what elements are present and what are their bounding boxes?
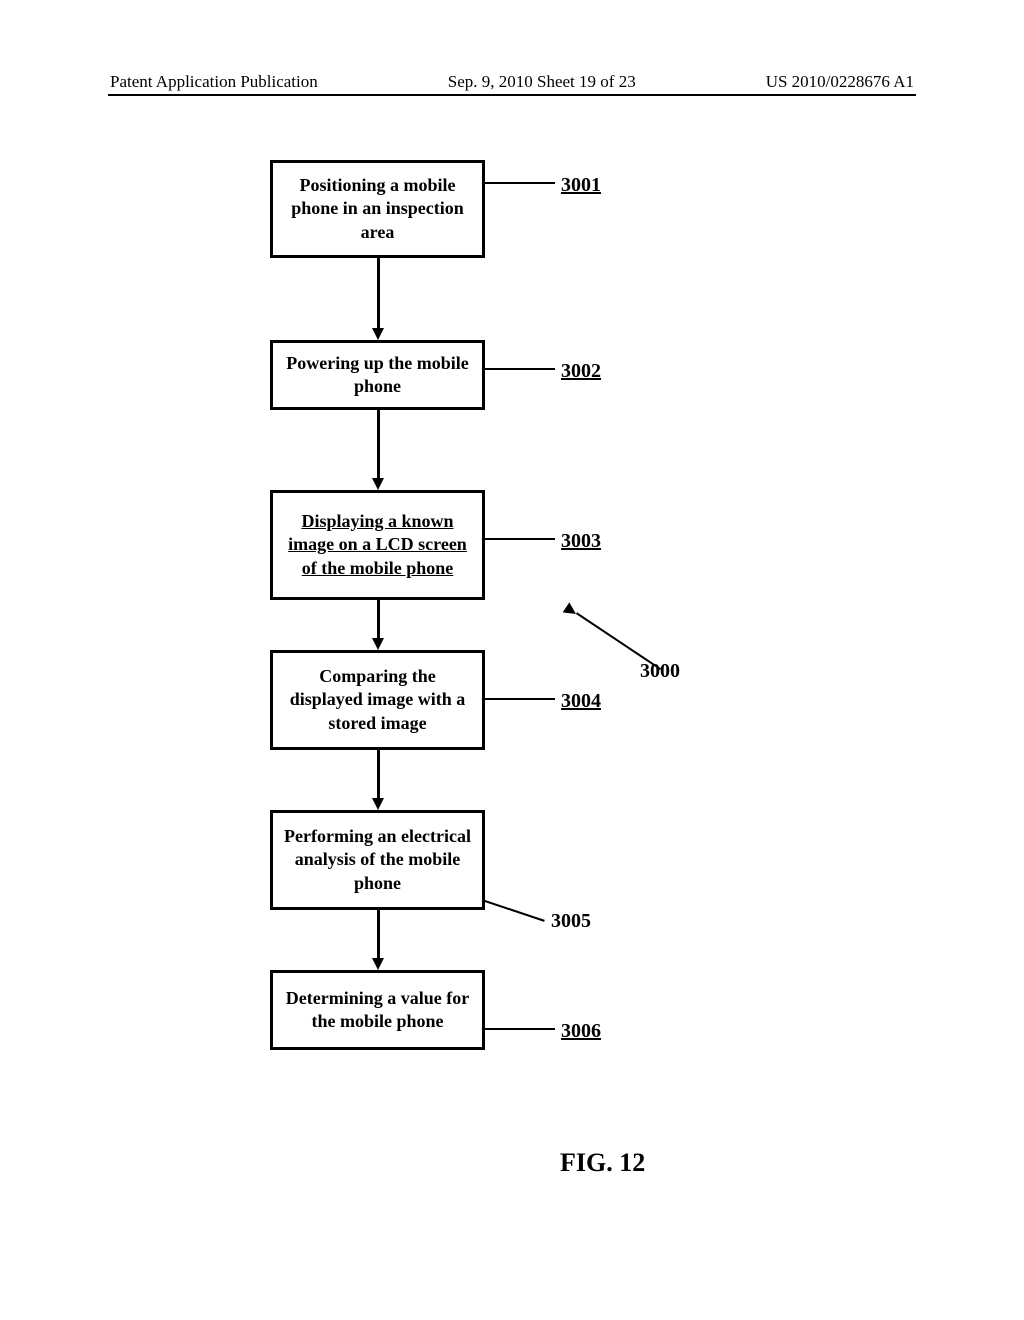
flow-arrow-line [377,600,380,638]
flow-arrow-head [372,328,384,340]
header-right: US 2010/0228676 A1 [766,72,914,92]
flow-arrow-line [377,258,380,328]
ref-label-3005: 3005 [551,910,591,933]
flow-arrow-head [372,478,384,490]
header-left: Patent Application Publication [110,72,318,92]
flow-arrow-line [377,910,380,958]
ref-connector [485,538,555,540]
flow-arrow-head [372,798,384,810]
ref-label-3004: 3004 [561,690,601,713]
ref-connector [485,1028,555,1030]
ref-connector [484,900,545,922]
ref-label-3006: 3006 [561,1020,601,1043]
figure-label: FIG. 12 [560,1148,645,1178]
flow-node-n2: Powering up the mobile phone [270,340,485,410]
ref-label-3001: 3001 [561,174,601,197]
flow-arrow-line [377,750,380,798]
flow-node-n1: Positioning a mobile phone in an inspect… [270,160,485,258]
global-ref-arrow-line [576,612,661,670]
header-divider [108,94,916,96]
flow-arrow-head [372,638,384,650]
flow-node-n3: Displaying a known image on a LCD screen… [270,490,485,600]
flow-arrow-head [372,958,384,970]
flow-node-n6: Determining a value for the mobile phone [270,970,485,1050]
ref-connector [485,368,555,370]
ref-label-3003: 3003 [561,530,601,553]
flow-node-n5: Performing an electrical analysis of the… [270,810,485,910]
ref-connector [485,182,555,184]
global-ref-arrow-head [563,602,580,619]
global-ref-label: 3000 [640,660,680,683]
ref-label-3002: 3002 [561,360,601,383]
flow-arrow-line [377,410,380,478]
header-center: Sep. 9, 2010 Sheet 19 of 23 [448,72,636,92]
ref-connector [485,698,555,700]
header: Patent Application Publication Sep. 9, 2… [0,72,1024,92]
flow-node-n4: Comparing the displayed image with a sto… [270,650,485,750]
flowchart: Positioning a mobile phone in an inspect… [0,160,1024,1160]
